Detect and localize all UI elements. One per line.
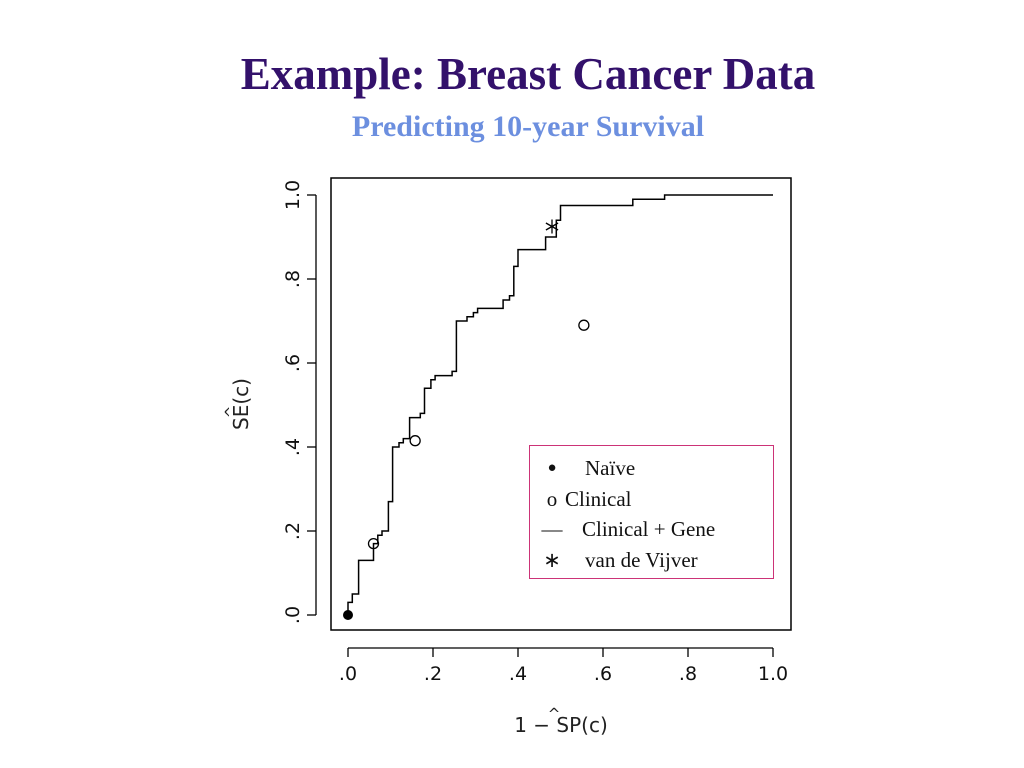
clinical-point bbox=[367, 537, 380, 550]
legend-entry-van-de-vijver: ∗ van de Vijver bbox=[530, 546, 770, 574]
y-tick-label: .6 bbox=[282, 354, 304, 372]
y-tick-label: .8 bbox=[282, 270, 304, 288]
x-tick-label: .6 bbox=[594, 663, 612, 685]
legend-entry-clinical-gene: — Clinical + Gene bbox=[530, 515, 770, 543]
y-tick-label: .2 bbox=[282, 522, 304, 540]
x-tick-label: .4 bbox=[509, 663, 527, 685]
asterisk-icon: ∗ bbox=[543, 548, 561, 572]
line-icon: — bbox=[541, 517, 563, 541]
clinical-point bbox=[578, 319, 590, 331]
x-axis: .0 .2 .4 .6 .8 1.0 bbox=[339, 647, 788, 685]
marker-layer bbox=[343, 219, 590, 620]
x-axis-title-hat: ^ bbox=[548, 705, 561, 723]
chart-legend: ● Naïve o Clinical — Clinical + Gene ∗ v… bbox=[529, 445, 774, 579]
asterisk-stroke bbox=[545, 222, 559, 231]
open-circle-icon: o bbox=[546, 487, 558, 511]
van-de-vijver-point bbox=[545, 219, 559, 234]
legend-label: Naïve bbox=[585, 456, 636, 480]
slide-title: Example: Breast Cancer Data bbox=[240, 49, 816, 99]
plot-frame bbox=[330, 177, 792, 631]
x-tick-label: 1.0 bbox=[758, 663, 788, 685]
y-axis-title: ^ SE(c) bbox=[222, 378, 253, 430]
filled-circle-icon: ● bbox=[547, 460, 557, 476]
y-tick-label: .4 bbox=[282, 438, 304, 456]
x-tick-label: .8 bbox=[679, 663, 697, 685]
x-axis-label: 1 − SP(c) bbox=[514, 713, 608, 737]
legend-entry-clinical: o Clinical bbox=[530, 485, 770, 513]
clinical-point bbox=[409, 435, 421, 447]
y-axis-label: SE(c) bbox=[229, 378, 253, 430]
naive-point bbox=[343, 610, 353, 620]
slide-subtitle: Predicting 10-year Survival bbox=[351, 110, 705, 143]
x-axis-title: ^ 1 − SP(c) bbox=[514, 705, 608, 737]
x-tick-label: .2 bbox=[424, 663, 442, 685]
legend-label: van de Vijver bbox=[585, 548, 698, 572]
y-axis-title-hat: ^ bbox=[222, 406, 240, 419]
y-tick-label: 1.0 bbox=[282, 180, 304, 210]
legend-entry-naive: ● Naïve bbox=[530, 454, 770, 482]
y-axis: .0 .2 .4 .6 .8 1.0 bbox=[282, 180, 317, 624]
series-layer bbox=[347, 194, 773, 615]
legend-label: Clinical + Gene bbox=[582, 517, 716, 541]
legend-label: Clinical bbox=[565, 487, 632, 511]
series-line-clinical-gene bbox=[347, 194, 773, 615]
y-tick-label: .0 bbox=[282, 606, 304, 624]
x-tick-label: .0 bbox=[339, 663, 357, 685]
